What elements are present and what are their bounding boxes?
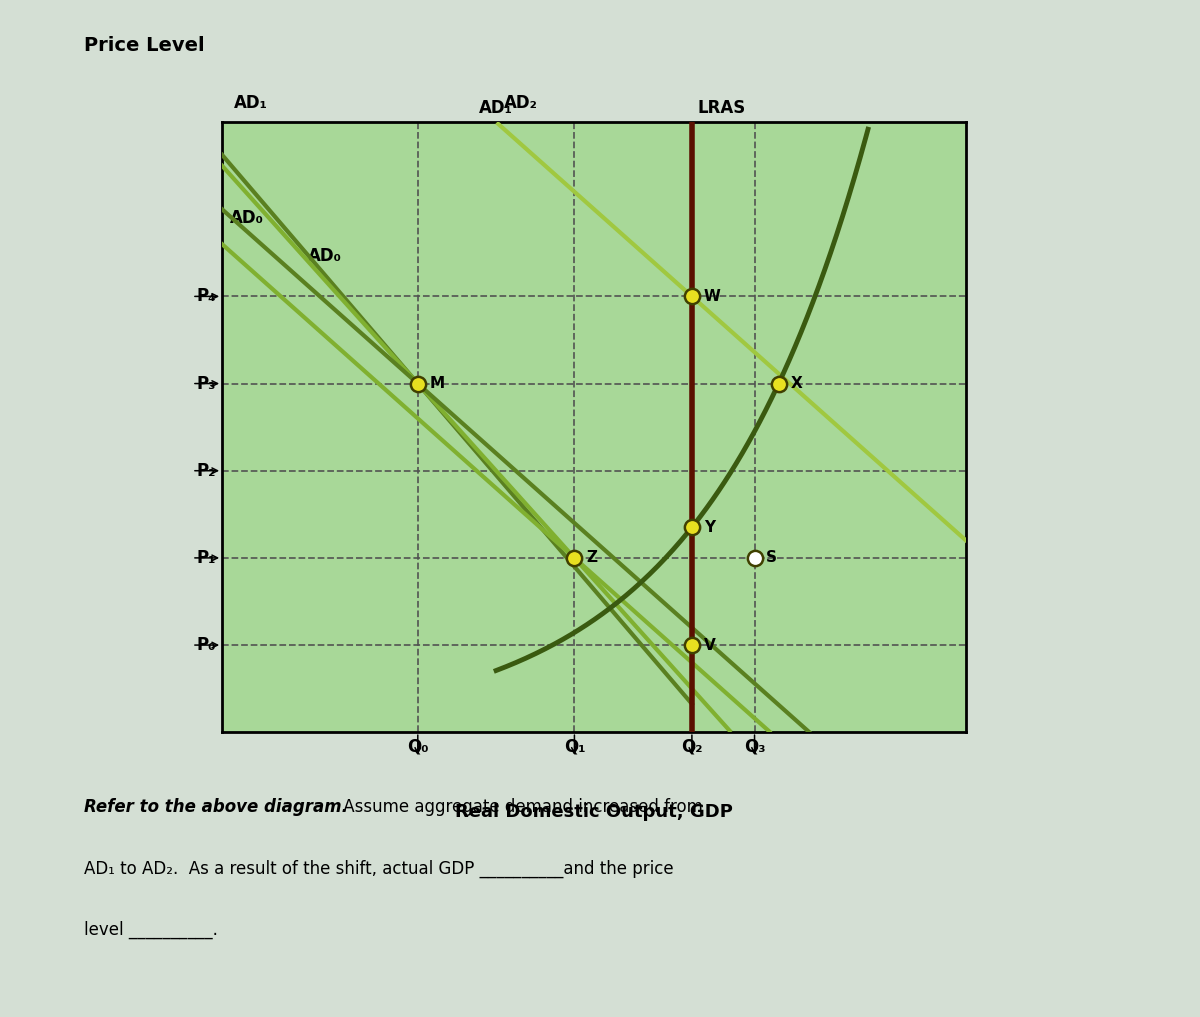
Text: Price Level: Price Level (84, 36, 205, 55)
Text: P₂: P₂ (197, 462, 216, 480)
Text: Assume aggregate demand increased from: Assume aggregate demand increased from (338, 798, 703, 817)
Text: SRAS: SRAS (845, 237, 899, 255)
Text: AD₂: AD₂ (504, 94, 538, 112)
Text: AD₁: AD₁ (234, 94, 268, 112)
Text: P₃: P₃ (197, 374, 216, 393)
Text: AD₁ to AD₂.  As a result of the shift, actual GDP __________and the price: AD₁ to AD₂. As a result of the shift, ac… (84, 859, 673, 878)
Text: level __________.: level __________. (84, 920, 218, 939)
Text: S: S (767, 550, 778, 565)
Text: P₁: P₁ (197, 549, 216, 566)
Text: LRAS: LRAS (698, 99, 746, 117)
Text: V: V (703, 638, 715, 653)
Text: P₄: P₄ (197, 288, 216, 305)
Text: SRAS: SRAS (815, 302, 869, 320)
Text: Q₃: Q₃ (744, 737, 766, 756)
Text: AD₀: AD₀ (308, 247, 342, 265)
Text: Q₀: Q₀ (407, 737, 428, 756)
Text: Q₁: Q₁ (564, 737, 586, 756)
Text: Y: Y (703, 520, 715, 535)
Text: X: X (791, 376, 802, 392)
Text: Refer to the above diagram.: Refer to the above diagram. (84, 798, 348, 817)
Text: Q₂: Q₂ (682, 737, 703, 756)
Text: AD₀: AD₀ (230, 210, 264, 227)
Text: Real Domestic Output, GDP: Real Domestic Output, GDP (455, 803, 733, 822)
Text: AD₁: AD₁ (479, 99, 514, 117)
Text: W: W (703, 289, 720, 304)
Text: Z: Z (586, 550, 598, 565)
Text: P₀: P₀ (197, 636, 216, 654)
Text: M: M (430, 376, 445, 392)
